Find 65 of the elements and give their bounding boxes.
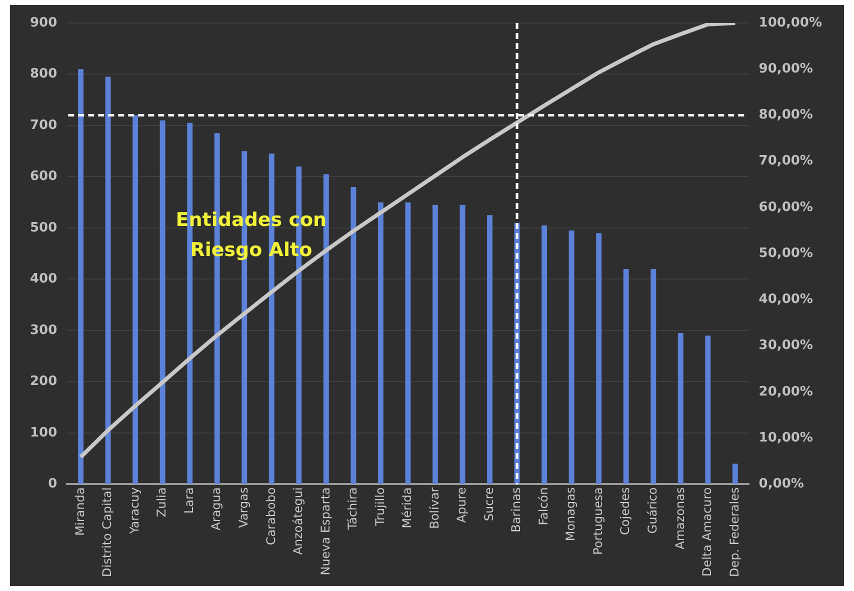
bar — [678, 333, 684, 484]
y-tick-label: 100 — [30, 425, 58, 440]
bar — [487, 215, 492, 484]
x-tick-label: Lara — [182, 487, 196, 514]
x-tick-label: Carabobo — [264, 487, 278, 546]
x-tick-label: Guárico — [646, 487, 660, 534]
bar — [705, 336, 711, 484]
bar — [160, 120, 166, 484]
y-tick-label: 700 — [30, 118, 58, 133]
x-tick-label: Dep. Federales — [727, 487, 742, 578]
x-tick-label: Cojedes — [618, 487, 632, 535]
x-tick-label: Nueva Esparta — [318, 487, 332, 576]
bar — [650, 269, 656, 484]
bar — [405, 202, 411, 484]
y-tick-label: 0 — [48, 476, 58, 492]
x-tick-label: Trujillo — [372, 487, 387, 528]
y-tick-label: 500 — [30, 220, 58, 236]
bar — [542, 225, 548, 484]
bar — [596, 233, 602, 484]
y2-tick-label: 30,00% — [758, 338, 813, 354]
y2-tick-label: 100,00% — [758, 15, 822, 30]
x-tick-label: Miranda — [72, 487, 87, 536]
x-tick-label: Barinas — [509, 487, 524, 532]
bar — [350, 187, 356, 484]
x-tick-label: Vargas — [236, 487, 250, 528]
bar — [732, 464, 738, 484]
x-tick-label: Táchira — [346, 487, 360, 531]
x-tick-label: Mérida — [400, 487, 414, 528]
x-tick-label: Amazonas — [672, 487, 687, 550]
bar — [568, 230, 574, 484]
x-tick-label: Portuguesa — [590, 487, 605, 555]
y2-tick-label: 90,00% — [758, 62, 813, 76]
bar — [78, 69, 84, 484]
y-tick-label: 300 — [30, 322, 58, 338]
bar — [623, 269, 629, 484]
bar — [378, 202, 384, 484]
y2-tick-label: 10,00% — [758, 430, 813, 446]
y-tick-label: 600 — [30, 169, 58, 184]
x-tick-label: Falcón — [536, 487, 550, 526]
x-tick-label: Delta Amacuro — [700, 487, 714, 577]
y2-tick-label: 0,00% — [758, 476, 804, 492]
x-tick-label: Anzoátegui — [291, 487, 306, 555]
x-tick-label: Yaracuy — [127, 487, 142, 535]
x-tick-label: Monagas — [564, 487, 578, 542]
x-tick-label: Zulia — [154, 487, 169, 518]
y-tick-label: 900 — [30, 15, 58, 30]
y2-tick-label: 40,00% — [758, 292, 813, 308]
bar — [323, 174, 329, 484]
y-tick-label: 200 — [30, 374, 58, 390]
bar — [105, 76, 111, 484]
y-tick-label: 400 — [30, 272, 58, 287]
x-tick-label: Distrito Capital — [100, 487, 114, 577]
x-tick-label: Sucre — [482, 487, 496, 522]
bar — [460, 204, 466, 484]
y2-tick-label: 60,00% — [758, 200, 813, 215]
bar — [432, 204, 438, 484]
y2-tick-label: 50,00% — [758, 246, 813, 261]
y-tick-label: 800 — [30, 66, 58, 82]
bar — [132, 115, 138, 484]
y2-tick-label: 20,00% — [758, 384, 813, 400]
x-tick-label: Aragua — [209, 487, 224, 530]
x-tick-label: Bolívar — [427, 487, 442, 529]
x-tick-label: Apure — [454, 487, 469, 523]
y2-tick-label: 70,00% — [758, 154, 813, 169]
y2-tick-label: 80,00% — [758, 108, 813, 123]
